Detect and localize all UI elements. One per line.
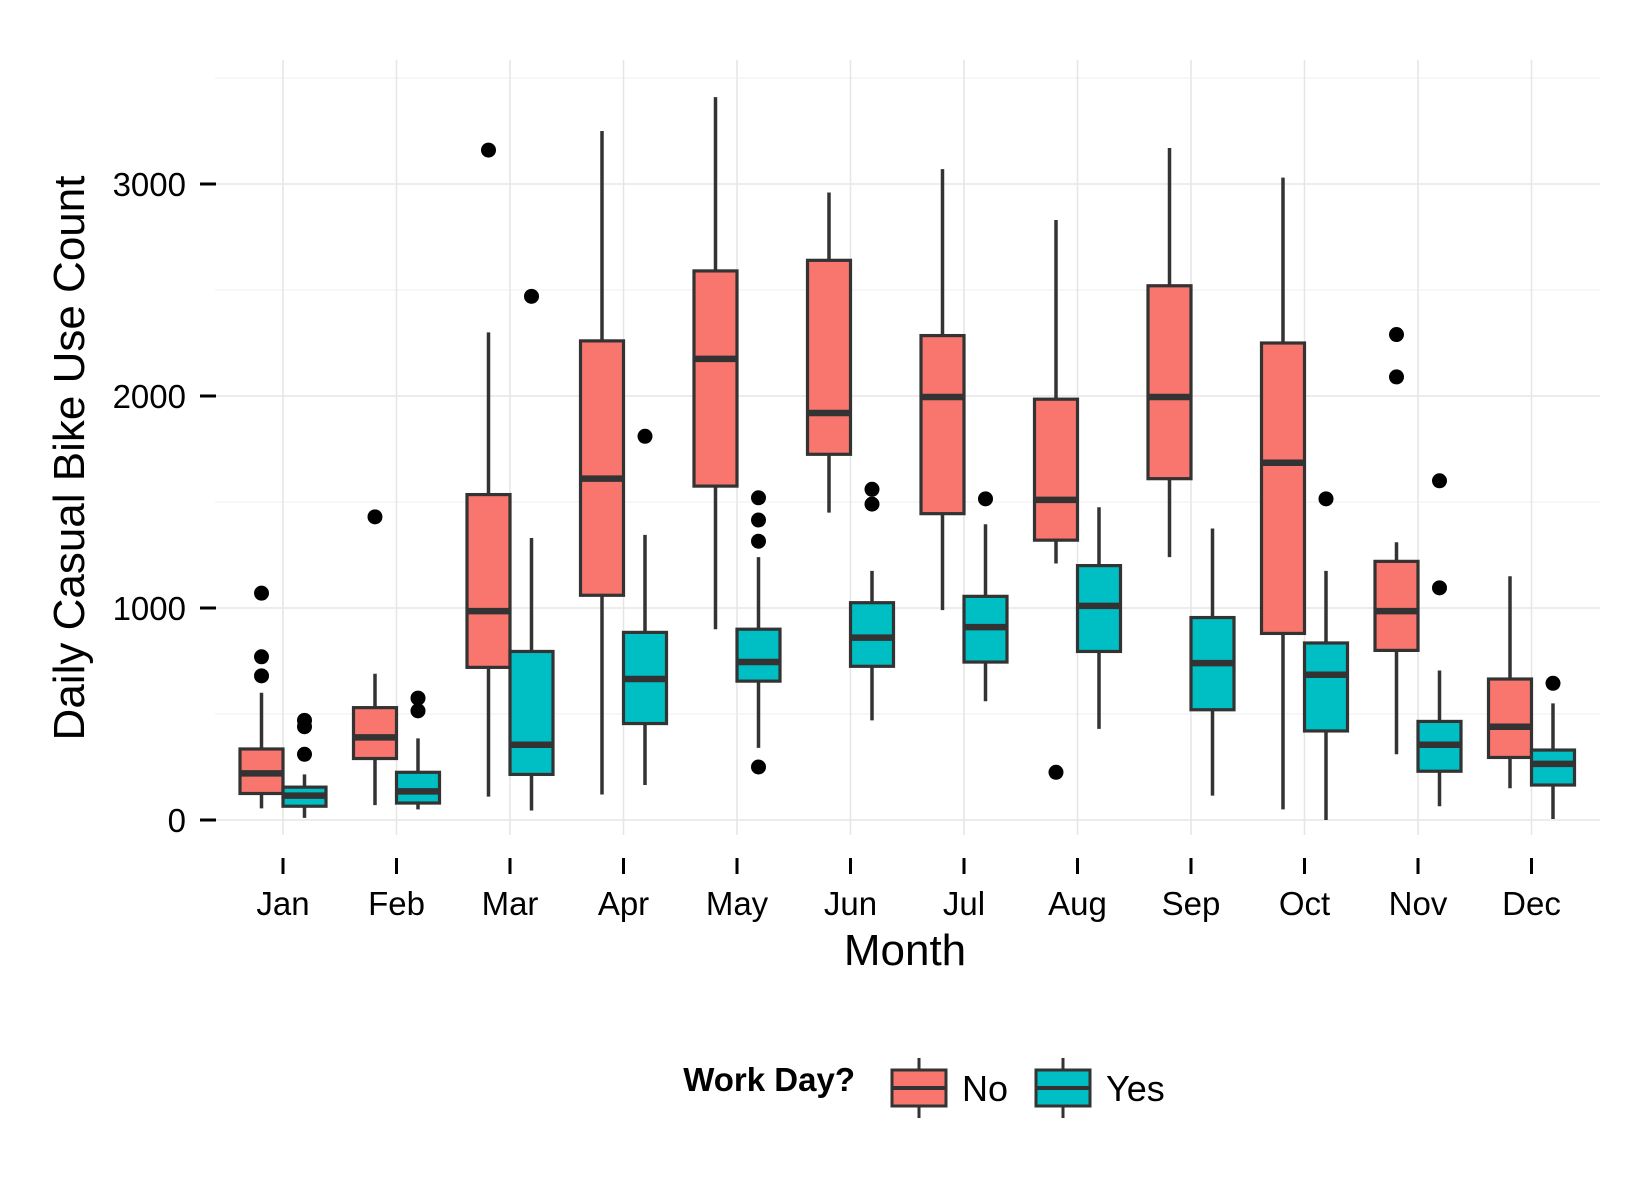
outlier-point: [751, 490, 766, 506]
x-tick-label: Oct: [1279, 885, 1330, 922]
legend-item-no: No: [890, 1058, 1008, 1118]
box-no-nov: [1373, 327, 1420, 755]
x-tick-label: Feb: [368, 885, 425, 922]
box-no-dec: [1486, 576, 1534, 789]
outlier-point: [410, 690, 426, 706]
box-body: [1529, 748, 1577, 787]
outlier-point: [524, 288, 539, 304]
box-no-jul: [919, 169, 966, 611]
y-tick-label: 0: [168, 802, 186, 839]
box-yes-jul: [962, 491, 1009, 702]
x-tick-label: Jun: [824, 885, 877, 922]
box-yes-aug: [1075, 507, 1123, 729]
outlier-point: [254, 585, 269, 601]
x-tick-label: Jul: [943, 885, 985, 922]
legend-label: No: [962, 1068, 1008, 1109]
outlier-point: [637, 428, 653, 444]
outlier-point: [978, 491, 993, 507]
legend-title: Work Day?: [683, 1061, 855, 1098]
x-tick-label: May: [706, 885, 769, 922]
y-tick-label: 1000: [113, 590, 186, 627]
box-body: [351, 706, 399, 761]
box-yes-nov: [1416, 473, 1463, 807]
box-no-mar: [465, 142, 512, 797]
outlier-point: [1432, 473, 1447, 489]
legend-item-yes: Yes: [1034, 1058, 1165, 1118]
y-axis-title: Daily Casual Bike Use Count: [45, 176, 94, 741]
box-body: [578, 339, 626, 597]
grid: [215, 60, 1600, 835]
legend-label: Yes: [1106, 1068, 1165, 1109]
box-no-apr: [578, 131, 626, 795]
box-no-may: [692, 97, 739, 630]
axes: 0 1000 2000 3000 Jan Feb Mar Apr May Jun Jul Aug Sep…: [113, 166, 1561, 922]
outlier-point: [1389, 327, 1404, 343]
x-tick-label: Jan: [256, 885, 309, 922]
box-no-aug: [1032, 220, 1080, 780]
box-yes-sep: [1189, 528, 1236, 796]
box-body: [1146, 284, 1193, 481]
outlier-point: [254, 649, 269, 665]
box-body: [1259, 341, 1307, 636]
x-tick-label: Nov: [1389, 885, 1448, 922]
outlier-point: [1545, 675, 1561, 691]
box-body: [508, 649, 555, 777]
x-tick-label: Apr: [598, 885, 649, 922]
box-yes-may: [735, 490, 782, 775]
outlier-point: [1318, 491, 1334, 507]
box-body: [394, 770, 442, 805]
box-no-sep: [1146, 147, 1193, 558]
box-yes-feb: [394, 690, 442, 810]
outlier-point: [751, 533, 766, 549]
outlier-point: [1432, 580, 1447, 596]
outlier-point: [297, 746, 312, 762]
box-yes-oct: [1302, 491, 1350, 820]
x-tick-label: Mar: [482, 885, 539, 922]
y-tick-label: 3000: [113, 166, 186, 203]
box-body: [465, 492, 512, 669]
outlier-point: [864, 481, 880, 497]
box-body: [1373, 559, 1420, 652]
box-body: [1486, 677, 1534, 760]
outlier-point: [481, 142, 496, 158]
box-yes-dec: [1529, 675, 1577, 819]
x-tick-label: Aug: [1048, 885, 1107, 922]
box-body: [692, 269, 739, 488]
outlier-point: [410, 703, 426, 719]
outlier-point: [297, 712, 312, 728]
box-yes-jan: [281, 712, 328, 818]
box-yes-apr: [621, 428, 669, 786]
box-body: [805, 258, 853, 456]
box-no-jan: [238, 585, 285, 809]
outlier-point: [367, 509, 383, 525]
outlier-point: [864, 496, 880, 512]
box-no-oct: [1259, 177, 1307, 810]
outlier-point: [751, 759, 766, 775]
outlier-point: [1048, 764, 1064, 780]
box-body: [735, 627, 782, 683]
outlier-point: [751, 512, 766, 528]
box-yes-mar: [508, 288, 555, 811]
box-body: [919, 333, 966, 516]
y-tick-label: 2000: [113, 378, 186, 415]
x-tick-label: Dec: [1502, 885, 1561, 922]
outlier-point: [1389, 369, 1404, 385]
outlier-point: [254, 668, 269, 684]
box-yes-jun: [848, 481, 896, 721]
plot-area: [238, 97, 1577, 820]
x-tick-label: Sep: [1162, 885, 1221, 922]
box-body: [1302, 641, 1350, 733]
box-body: [1032, 397, 1080, 542]
box-no-feb: [351, 509, 399, 806]
legend: Work Day? No Yes: [683, 1058, 1165, 1118]
x-axis-title: Month: [844, 926, 966, 975]
box-no-jun: [805, 192, 853, 513]
